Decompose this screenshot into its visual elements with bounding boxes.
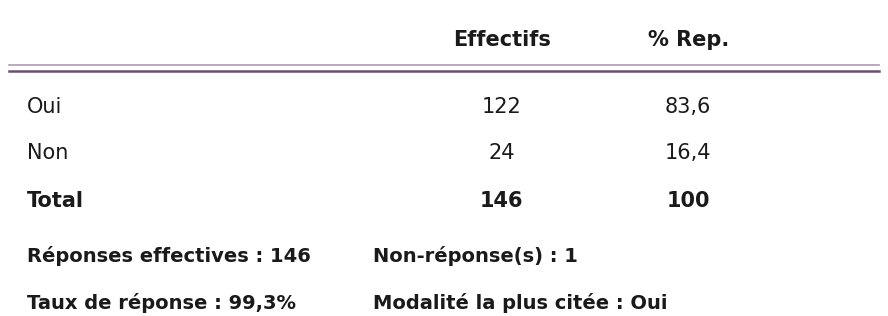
Text: Non-réponse(s) : 1: Non-réponse(s) : 1 bbox=[373, 246, 578, 266]
Text: Réponses effectives : 146: Réponses effectives : 146 bbox=[27, 246, 311, 266]
Text: 100: 100 bbox=[667, 191, 710, 211]
Text: % Rep.: % Rep. bbox=[647, 29, 729, 50]
Text: Taux de réponse : 99,3%: Taux de réponse : 99,3% bbox=[27, 293, 296, 313]
Text: Oui: Oui bbox=[27, 97, 62, 118]
Text: 146: 146 bbox=[480, 191, 523, 211]
Text: Effectifs: Effectifs bbox=[453, 29, 551, 50]
Text: Modalité la plus citée : Oui: Modalité la plus citée : Oui bbox=[373, 293, 668, 313]
Text: 83,6: 83,6 bbox=[665, 97, 711, 118]
Text: 122: 122 bbox=[482, 97, 521, 118]
Text: Non: Non bbox=[27, 143, 68, 163]
Text: 16,4: 16,4 bbox=[665, 143, 711, 163]
Text: 24: 24 bbox=[488, 143, 515, 163]
Text: Total: Total bbox=[27, 191, 83, 211]
